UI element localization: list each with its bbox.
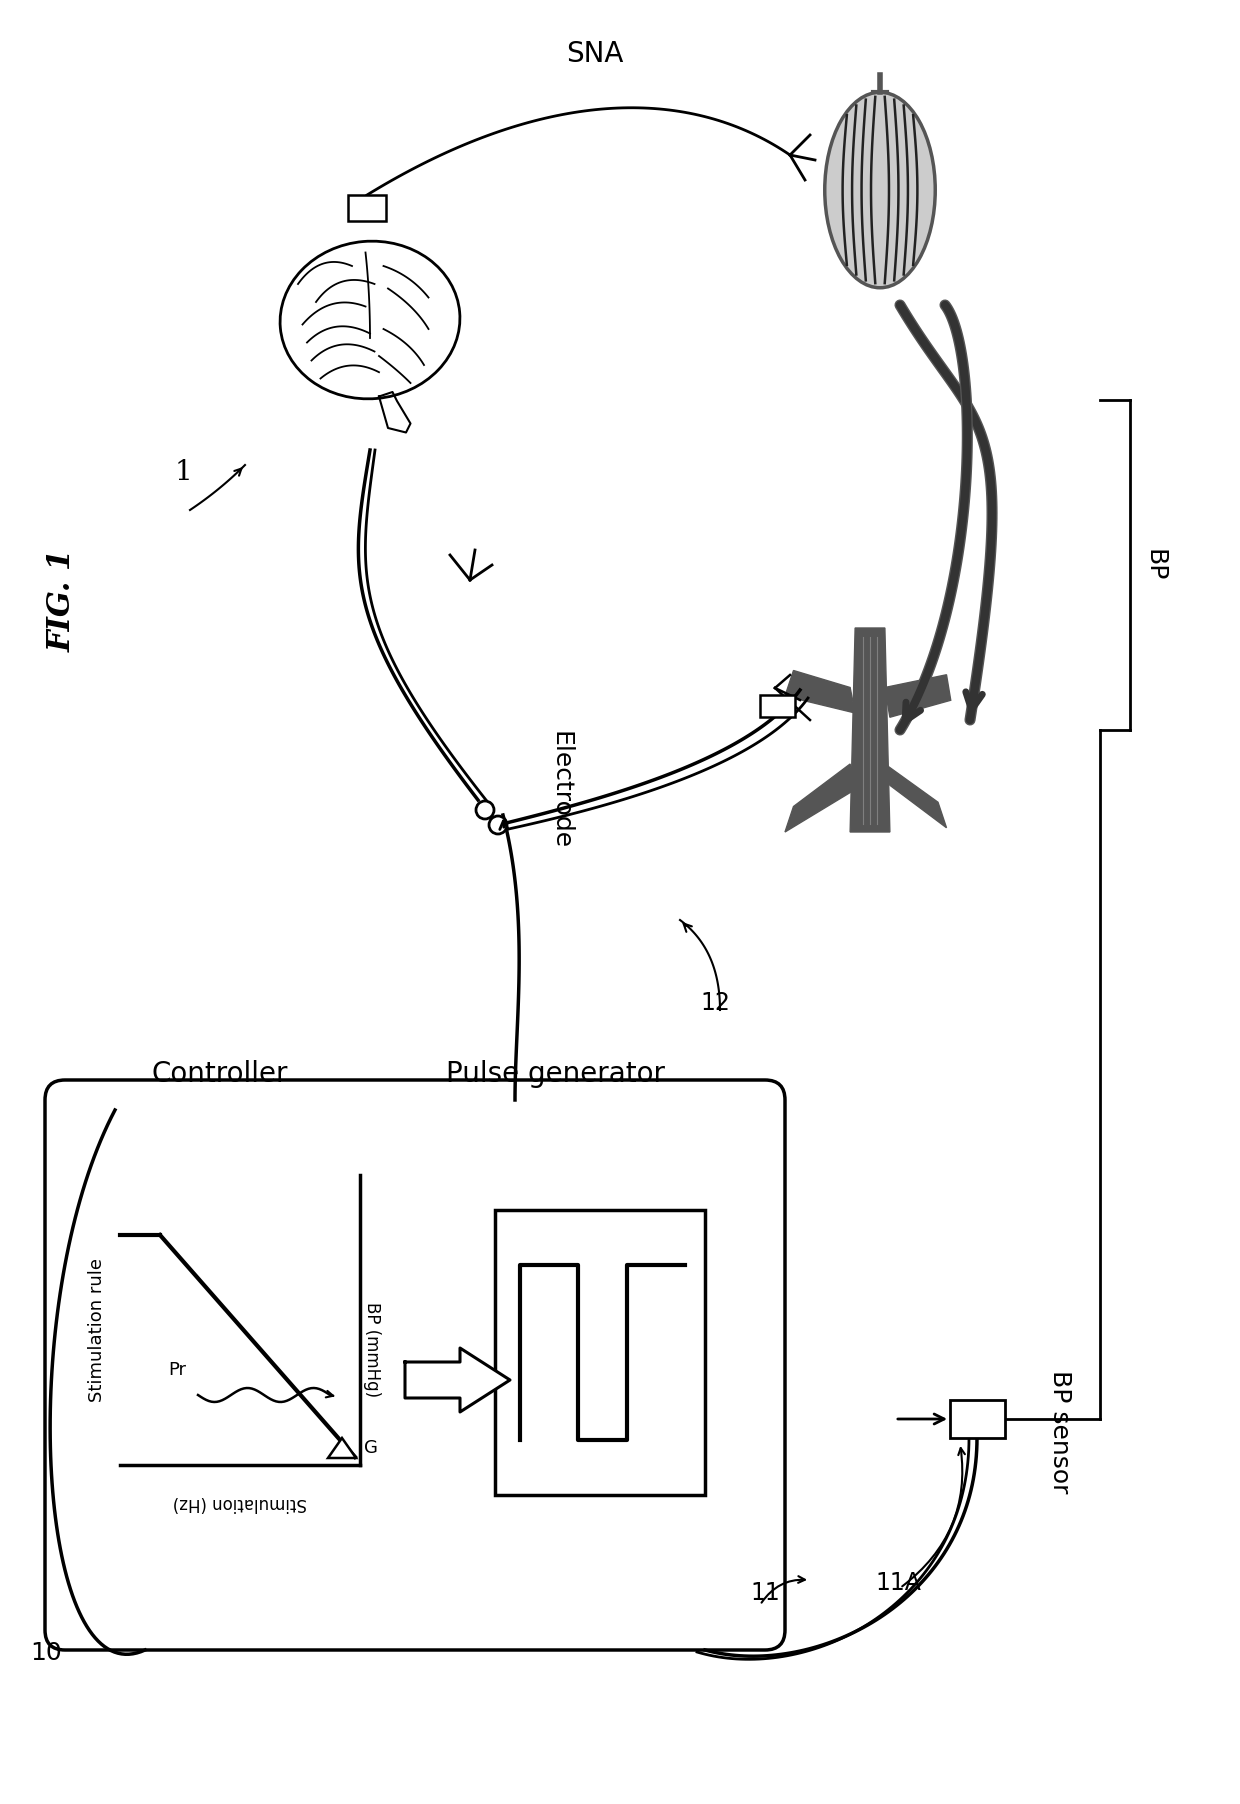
Text: G: G <box>365 1440 378 1458</box>
Polygon shape <box>379 391 410 433</box>
Text: BP: BP <box>1143 548 1167 581</box>
Text: Electrode: Electrode <box>548 731 572 850</box>
Circle shape <box>476 801 494 819</box>
Bar <box>495 1210 706 1496</box>
Text: 10: 10 <box>30 1642 62 1665</box>
Text: 12: 12 <box>701 990 730 1016</box>
Text: BP sensor: BP sensor <box>1048 1369 1073 1494</box>
Text: Stimulation rule: Stimulation rule <box>88 1257 105 1402</box>
Polygon shape <box>885 765 946 828</box>
Polygon shape <box>405 1348 510 1413</box>
Text: Pulse generator: Pulse generator <box>445 1061 665 1088</box>
Circle shape <box>489 815 507 833</box>
Polygon shape <box>329 1438 356 1458</box>
Text: Stimulation (Hz): Stimulation (Hz) <box>172 1494 308 1512</box>
Bar <box>760 695 795 716</box>
Polygon shape <box>785 765 856 832</box>
Text: Controller: Controller <box>151 1061 288 1088</box>
Polygon shape <box>785 671 856 713</box>
Polygon shape <box>885 675 951 718</box>
Text: 1: 1 <box>175 458 192 485</box>
Bar <box>348 195 386 222</box>
Text: BP (mmHg): BP (mmHg) <box>363 1302 381 1398</box>
Text: 11A: 11A <box>875 1571 921 1595</box>
Bar <box>950 1400 1004 1438</box>
Ellipse shape <box>280 242 460 399</box>
FancyBboxPatch shape <box>45 1081 785 1651</box>
Polygon shape <box>851 628 890 832</box>
Text: Pr: Pr <box>167 1360 186 1378</box>
Text: FIG. 1: FIG. 1 <box>47 548 77 651</box>
Text: SNA: SNA <box>567 40 624 69</box>
Text: 11: 11 <box>750 1580 780 1606</box>
Ellipse shape <box>825 92 935 289</box>
